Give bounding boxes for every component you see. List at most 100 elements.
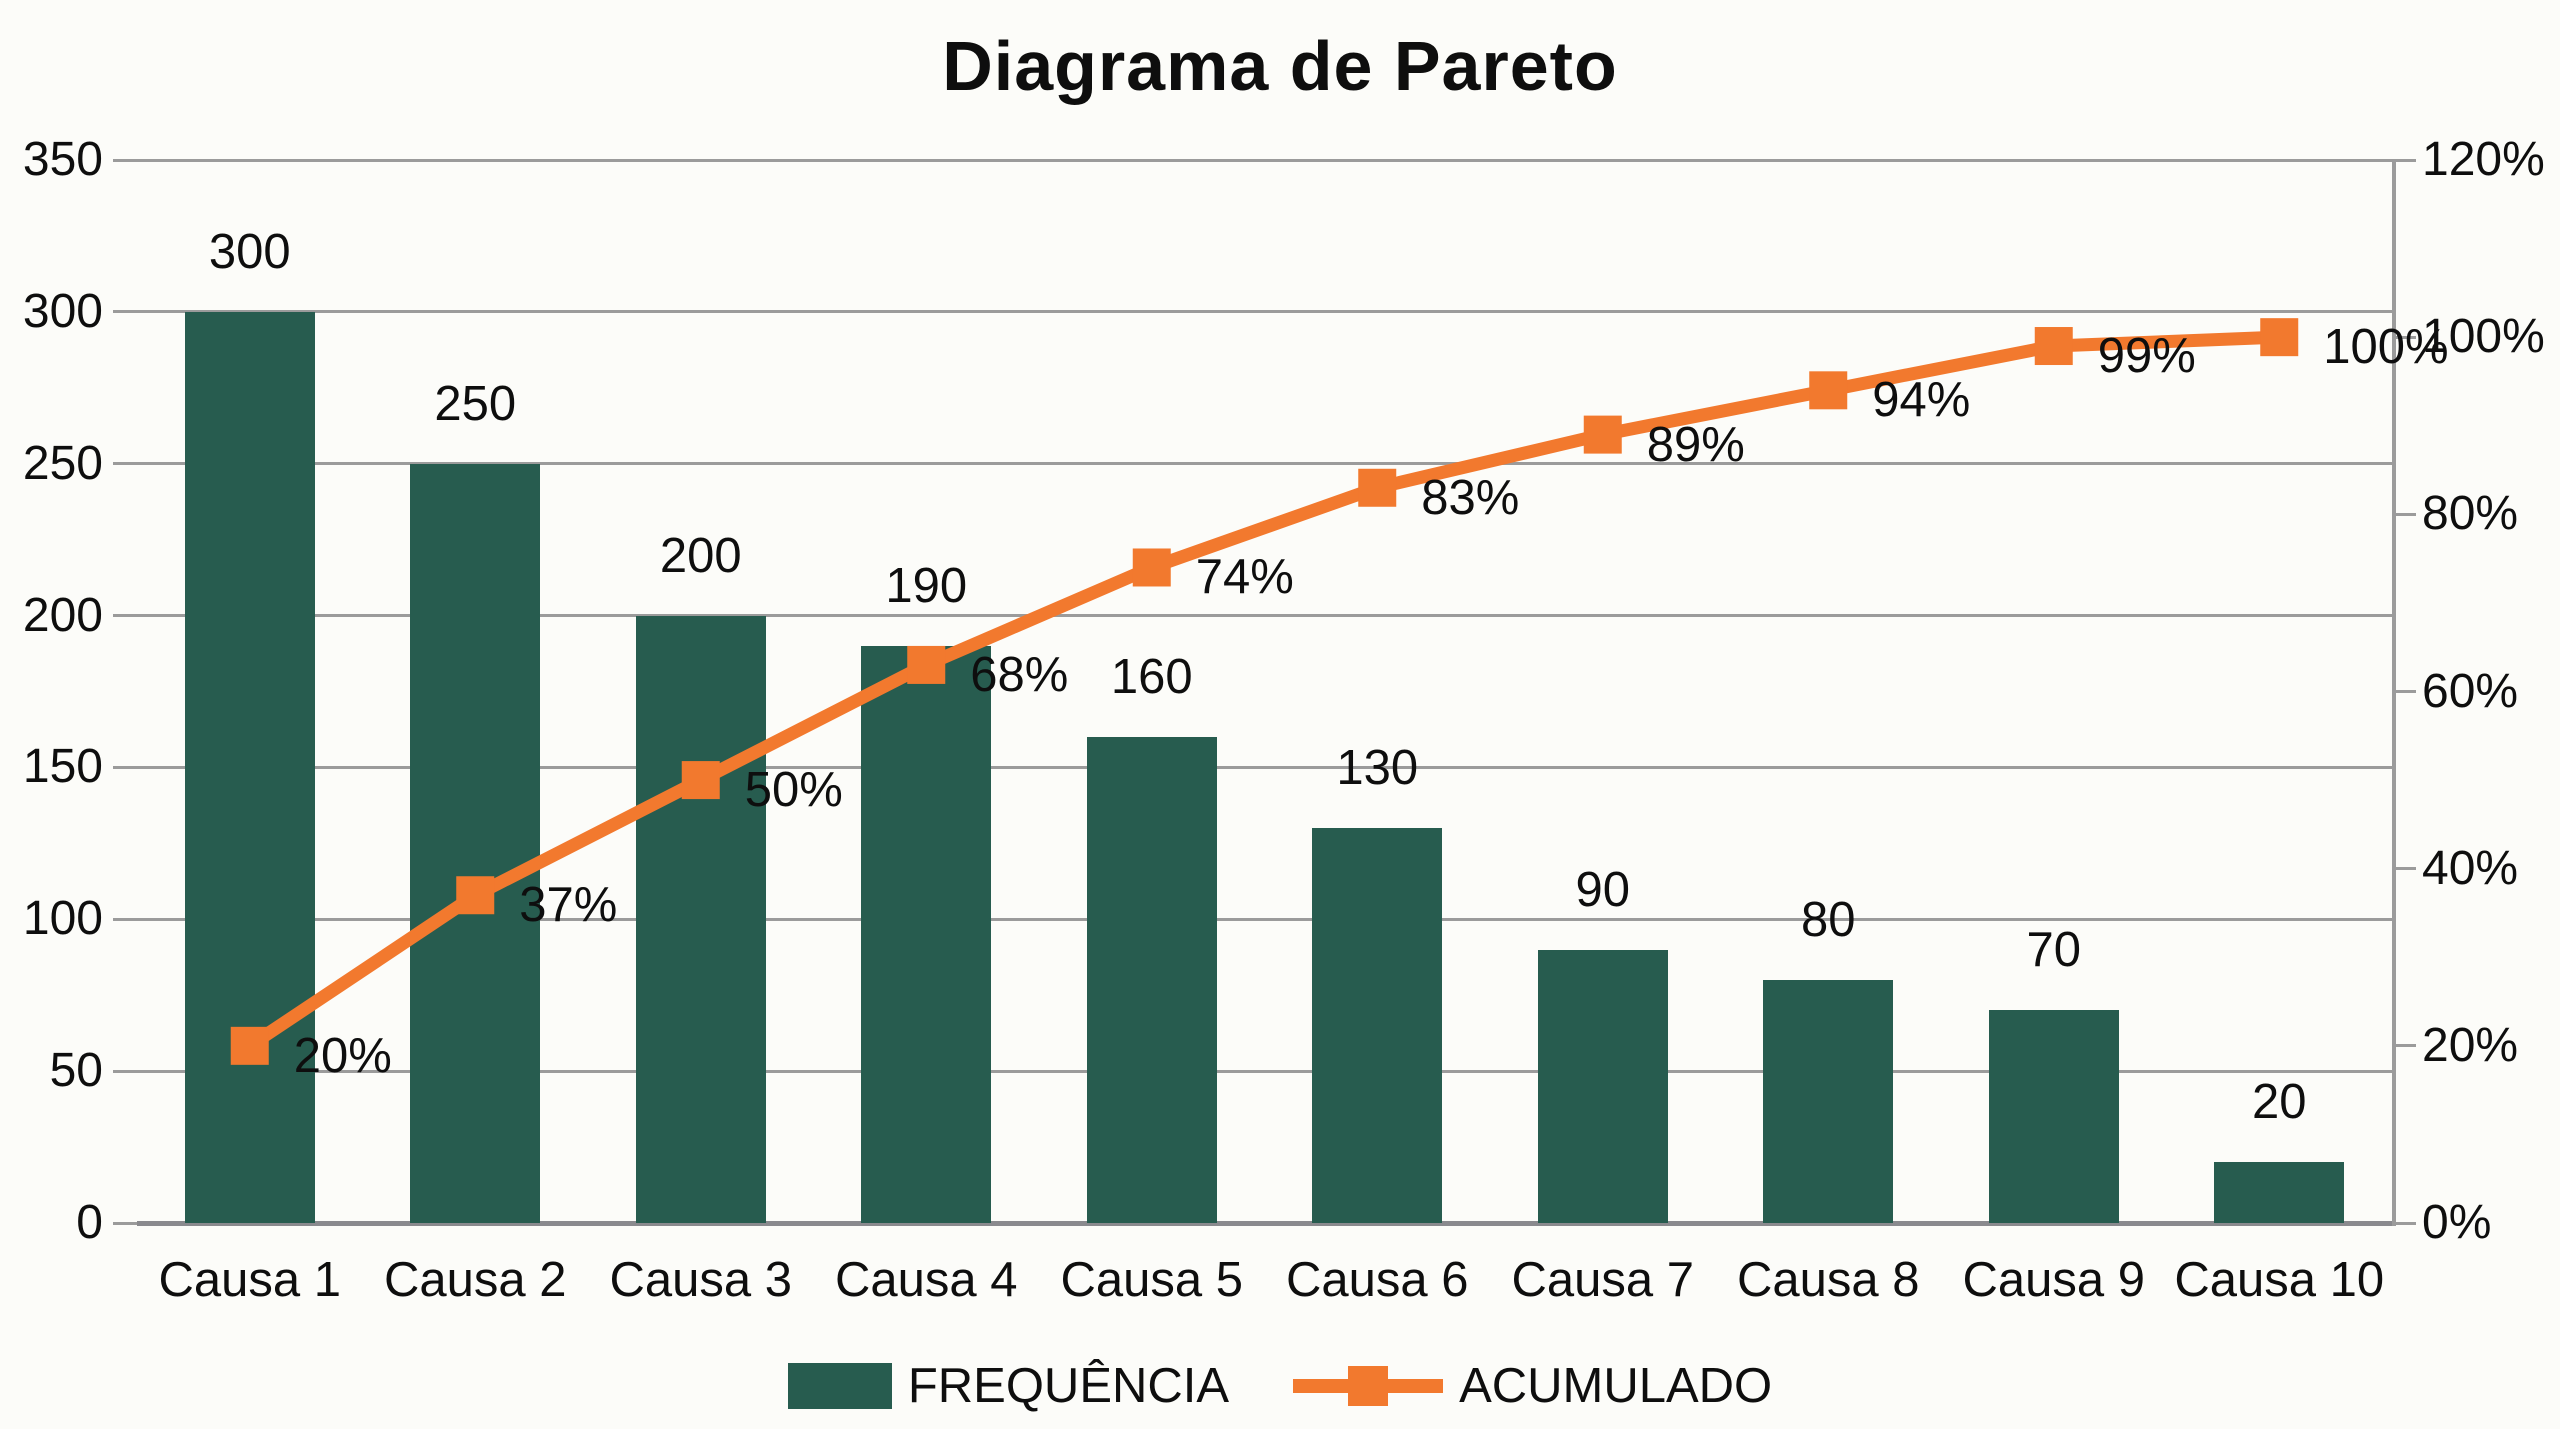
y-axis-right-tick-label: 40% [2422, 841, 2519, 895]
legend-item-acumulado: ACUMULADO [1293, 1358, 1772, 1414]
x-axis-category-label: Causa 3 [609, 1253, 792, 1307]
line-marker [1358, 468, 1397, 507]
right-axis-tick [2392, 512, 2416, 516]
cumulative-point-label: 94% [1872, 373, 1971, 428]
line-marker [907, 645, 946, 684]
gridline [137, 1069, 2392, 1073]
bar-value-label: 90 [1575, 862, 1630, 917]
left-axis-tick [113, 765, 137, 769]
gridline [137, 917, 2392, 921]
bar-causa-7 [1537, 949, 1668, 1223]
cumulative-point-label: 83% [1421, 470, 1520, 525]
cumulative-line [246, 330, 2280, 1052]
legend: FREQUÊNCIA ACUMULADO [0, 1358, 2560, 1414]
bar-causa-6 [1312, 828, 1443, 1223]
cumulative-point-label: 89% [1646, 417, 1745, 472]
left-axis-tick [113, 614, 137, 618]
bar-value-label: 300 [208, 224, 291, 279]
y-axis-left-tick-label: 0 [76, 1196, 103, 1249]
y-axis-left-tick-label: 50 [49, 1044, 103, 1098]
bar-causa-8 [1763, 980, 1894, 1223]
bar-value-label: 250 [434, 376, 517, 431]
gridline [137, 765, 2392, 769]
y-axis-right-tick-label: 120% [2422, 133, 2545, 186]
line-marker [1583, 415, 1622, 454]
left-axis-tick [113, 1069, 137, 1073]
right-axis-tick [2392, 158, 2416, 162]
bar-causa-2 [410, 463, 541, 1223]
bar-value-label: 130 [1336, 741, 1419, 796]
right-y-axis-line [2392, 160, 2396, 1226]
y-axis-left-tick-label: 300 [22, 284, 103, 338]
bar-value-label: 80 [1800, 893, 1856, 948]
line-marker [230, 1026, 269, 1065]
cumulative-point-label: 20% [293, 1028, 392, 1083]
bar-value-label: 20 [2251, 1075, 2307, 1130]
right-axis-tick [2392, 1221, 2416, 1225]
left-axis-tick [113, 1221, 137, 1225]
bar-causa-4 [861, 645, 992, 1223]
cumulative-point-label: 74% [1195, 550, 1294, 605]
legend-label-acumulado: ACUMULADO [1459, 1359, 1773, 1413]
x-axis-category-label: Causa 7 [1511, 1253, 1694, 1307]
y-axis-right-tick-label: 0% [2422, 1196, 2492, 1249]
line-marker [2260, 318, 2299, 357]
bar-causa-9 [1988, 1010, 2119, 1223]
x-axis-category-label: Causa 6 [1285, 1253, 1469, 1307]
cumulative-point-label: 68% [970, 647, 1069, 702]
gridline [137, 462, 2392, 466]
line-marker [1132, 548, 1171, 587]
bar-causa-10 [2214, 1162, 2345, 1223]
left-axis-tick [113, 158, 137, 162]
left-axis-tick [113, 917, 137, 921]
left-axis-tick [113, 310, 137, 314]
x-axis-category-label: Causa 4 [834, 1253, 1018, 1307]
left-axis-tick [113, 462, 137, 466]
cumulative-point-label: 37% [519, 878, 618, 933]
gridline [137, 310, 2392, 314]
x-axis-line [137, 1221, 2392, 1226]
y-axis-left-tick-label: 100 [22, 892, 103, 946]
cumulative-point-label: 100% [2323, 320, 2449, 375]
x-axis-category-label: Causa 5 [1060, 1253, 1243, 1307]
line-marker [1809, 371, 1848, 410]
bar-value-label: 160 [1110, 650, 1193, 705]
right-axis-tick [2392, 867, 2416, 871]
right-axis-tick [2392, 1044, 2416, 1048]
bar-causa-1 [184, 311, 315, 1223]
y-axis-left-tick-label: 150 [22, 740, 103, 794]
chart-title: Diagrama de Pareto [942, 27, 1618, 105]
line-marker [681, 761, 720, 800]
y-axis-left-tick-label: 250 [22, 436, 103, 490]
x-axis-category-label: Causa 2 [383, 1253, 567, 1307]
frequencia-swatch-icon [787, 1363, 892, 1409]
legend-label-frequencia: FREQUÊNCIA [907, 1359, 1230, 1413]
legend-item-frequencia: FREQUÊNCIA [787, 1358, 1230, 1414]
x-axis-category-label: Causa 9 [1962, 1253, 2145, 1307]
bar-causa-3 [635, 615, 766, 1223]
cumulative-point-label: 99% [2097, 329, 2196, 384]
y-axis-left-tick-label: 200 [22, 588, 103, 642]
gridline [137, 158, 2392, 162]
y-axis-right-tick-label: 20% [2422, 1018, 2519, 1072]
bar-value-label: 190 [885, 558, 968, 613]
line-marker [2034, 327, 2073, 366]
y-axis-right-tick-label: 60% [2422, 664, 2519, 718]
acumulado-line-marker-icon [1293, 1363, 1444, 1409]
right-axis-tick [2392, 335, 2416, 339]
x-axis-category-label: Causa 1 [158, 1253, 341, 1307]
x-axis-category-label: Causa 10 [2174, 1253, 2385, 1307]
right-axis-tick [2392, 690, 2416, 693]
y-axis-right-tick-label: 80% [2422, 487, 2519, 541]
y-axis-right-tick-label: 100% [2422, 310, 2545, 364]
x-axis-category-label: Causa 8 [1736, 1253, 1920, 1307]
bar-value-label: 70 [2026, 923, 2081, 978]
cumulative-point-label: 50% [744, 763, 843, 818]
gridline [137, 614, 2392, 618]
bar-value-label: 200 [659, 528, 742, 583]
y-axis-left-tick-label: 350 [22, 133, 103, 186]
bar-causa-5 [1086, 737, 1217, 1223]
line-marker [456, 876, 495, 915]
